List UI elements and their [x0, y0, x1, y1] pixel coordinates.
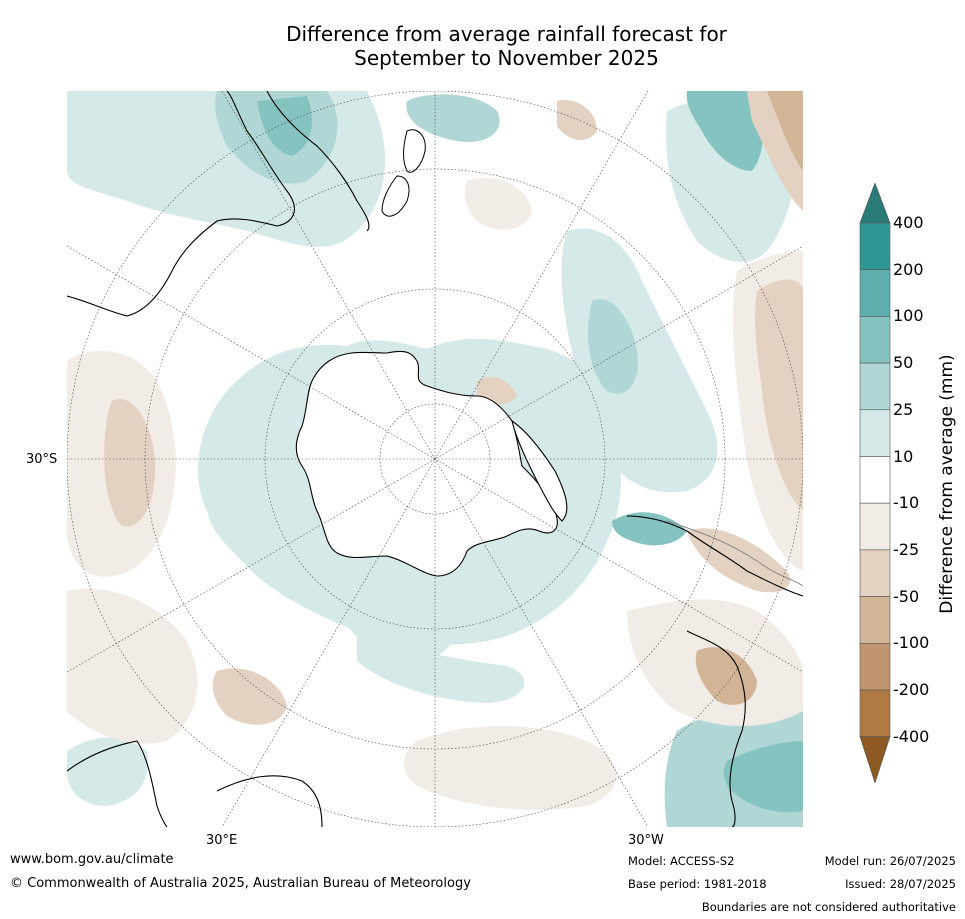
africa-coast-south — [216, 775, 323, 827]
map-title: Difference from average rainfall forecas… — [0, 22, 965, 70]
dry-region-argentina — [695, 647, 757, 705]
colorbar-block — [859, 456, 891, 504]
antarctica-landmass — [295, 350, 558, 577]
colorbar-tick-label: 400 — [893, 213, 924, 232]
colorbar-extend-top — [859, 183, 891, 224]
new-zealand-north-island — [403, 129, 426, 173]
disclaimer-text: Boundaries are not considered authoritat… — [701, 900, 956, 914]
colorbar-tick-label: 50 — [893, 353, 914, 373]
base-period-text: Base period: 1981-2018 — [628, 877, 767, 891]
latitude-label-30s: 30°S — [26, 452, 58, 467]
wet-region-atlantic-strong — [587, 299, 638, 394]
longitude-label-30e: 30°E — [206, 833, 238, 848]
colorbar-block — [859, 316, 891, 364]
longitude-label-30w: 30°W — [628, 833, 664, 848]
colorbar-tick-label: -25 — [893, 539, 920, 559]
colorbar-block — [859, 689, 891, 738]
colorbar-block — [859, 549, 891, 597]
dry-region-nz-east — [464, 177, 532, 230]
dry-region-southwest-spot — [212, 668, 287, 725]
wet-region-north-centre — [406, 94, 500, 142]
australia-north-coast — [266, 91, 370, 232]
south-america-coast-east — [686, 630, 746, 827]
wet-region-south-america-east-strong — [686, 91, 763, 171]
colorbar-tick-label: 10 — [893, 446, 914, 466]
dry-region-west-low — [67, 588, 198, 744]
colorbar-block — [859, 269, 891, 317]
colorbar-block — [859, 362, 891, 411]
colorbar-block — [859, 502, 891, 551]
wet-region-atlantic — [561, 228, 718, 493]
colorbar-tick-label: -50 — [893, 586, 920, 606]
wet-region-indian — [332, 531, 458, 662]
colorbar-extend-bottom — [859, 736, 891, 783]
graticule — [67, 91, 803, 827]
title-line-2: September to November 2025 — [354, 46, 659, 70]
dry-region-south-america-strong — [687, 528, 791, 593]
colorbar-block — [859, 409, 891, 457]
colorbar-tick-label: 200 — [893, 259, 924, 279]
model-run-text: Model run: 26/07/2025 — [824, 854, 956, 868]
wet-region-southeast-core — [723, 741, 803, 813]
south-america-boundary — [666, 520, 803, 587]
colorbar — [859, 183, 891, 783]
colorbar-tick-label: -10 — [893, 493, 920, 513]
colorbar-block — [859, 596, 891, 644]
dry-region-east-strong — [754, 279, 803, 511]
antarctic-peninsula — [511, 419, 568, 522]
dry-region-pacific-spot — [557, 100, 597, 141]
africa-landmass — [67, 740, 168, 827]
dry-region-north-east-strong — [767, 91, 803, 171]
colorbar-tick-label: 100 — [893, 306, 924, 326]
dry-region-south-centre — [403, 726, 617, 810]
wet-region-drake-passage — [612, 512, 687, 546]
title-line-1: Difference from average rainfall forecas… — [286, 22, 727, 46]
wet-region-north-west-core — [257, 96, 312, 156]
australia-landmass — [67, 91, 295, 317]
colorbar-block — [859, 642, 891, 691]
dry-region-west-strong — [104, 399, 156, 527]
colorbar-tick-label: -200 — [893, 680, 930, 699]
website-link[interactable]: www.bom.gov.au/climate — [10, 852, 174, 867]
colorbar-title: Difference from average (mm) — [937, 354, 957, 614]
rainfall-anomaly-map — [67, 91, 803, 827]
model-text: Model: ACCESS-S2 — [628, 854, 735, 868]
copyright-text: © Commonwealth of Australia 2025, Austra… — [10, 876, 471, 891]
issued-text: Issued: 28/07/2025 — [845, 877, 956, 891]
colorbar-tick-label: -100 — [893, 633, 930, 653]
wet-region-southwest — [67, 737, 148, 806]
colorbar-tick-label: -400 — [893, 726, 930, 746]
south-america-landmass — [626, 515, 803, 597]
new-zealand-south-island — [381, 175, 410, 217]
wet-region-south-centre — [357, 631, 525, 703]
dry-anomaly-regions — [67, 91, 803, 810]
colorbar-block — [859, 222, 891, 271]
colorbar-tick-label: 25 — [893, 399, 914, 419]
